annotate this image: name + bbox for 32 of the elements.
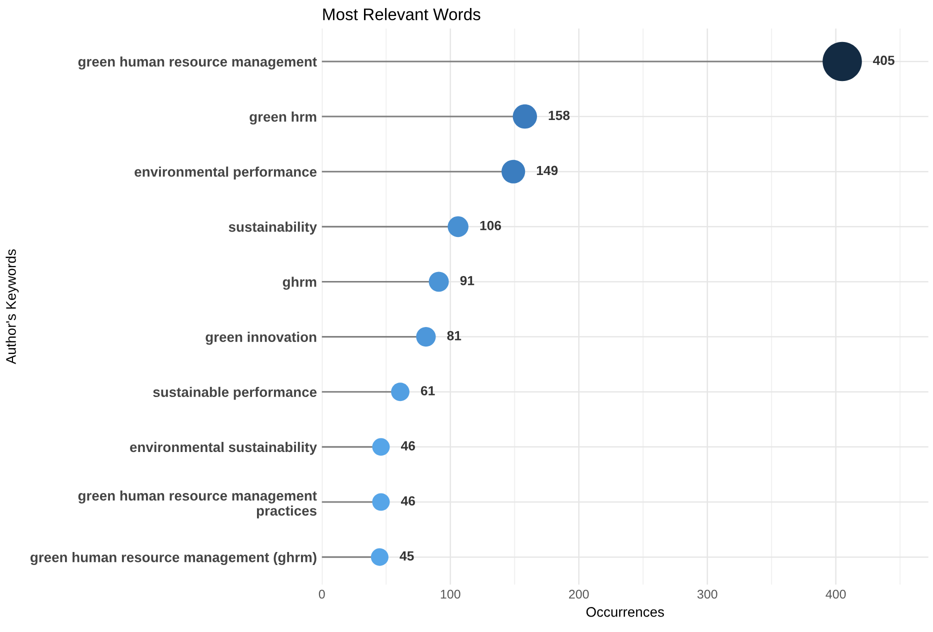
x-tick-label: 400: [826, 590, 846, 599]
data-label: 405: [873, 56, 894, 66]
chart-title: Most Relevant Words: [323, 8, 480, 20]
data-label: 61: [420, 386, 435, 396]
x-tick-label: 0: [318, 590, 325, 599]
y-tick-label: ghrm: [282, 276, 316, 290]
point: [416, 326, 436, 347]
y-tick-label: environmental performance: [134, 166, 317, 180]
y-tick-label: green innovation: [206, 332, 316, 345]
y-tick-label: green human resource management (ghrm): [30, 552, 316, 566]
y-tick-label: environmental sustainability: [130, 442, 317, 455]
y-tick-label: sustainable performance: [153, 386, 317, 400]
data-label: 158: [548, 110, 570, 120]
x-tick-label: 200: [569, 590, 589, 599]
y-tick-label: sustainability: [228, 222, 317, 235]
x-axis-title: Occurrences: [586, 607, 664, 617]
x-tick-label: 300: [697, 590, 718, 599]
data-label: 149: [536, 166, 558, 176]
data-label: 106: [480, 220, 502, 230]
y-tick-label: green hrm: [250, 112, 316, 125]
data-label: 91: [460, 276, 474, 286]
y-tick-label: green human resource management: [78, 56, 317, 70]
y-tick-label: green human resource management practices: [78, 490, 317, 518]
x-tick-label: 100: [440, 590, 460, 599]
y-axis-title: Author's Keywords: [6, 249, 19, 364]
point: [448, 216, 468, 238]
data-label: 81: [447, 331, 462, 340]
point: [391, 382, 410, 402]
data-label: 45: [400, 551, 414, 561]
data-label: 46: [400, 441, 415, 450]
data-label: 46: [400, 496, 415, 506]
point: [428, 272, 449, 292]
